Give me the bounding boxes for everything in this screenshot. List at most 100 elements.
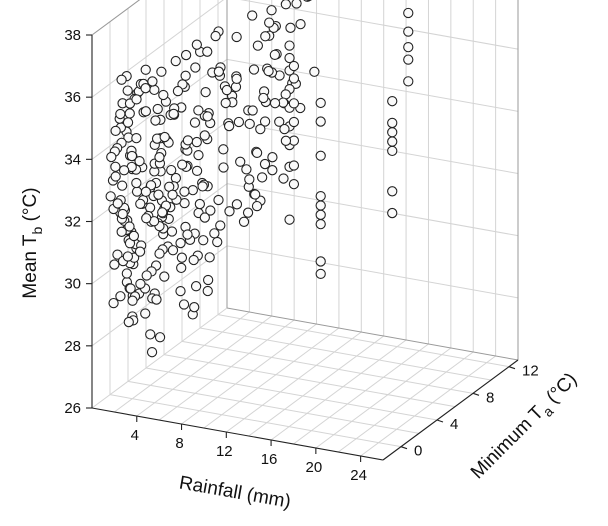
floor-grid-line <box>217 314 510 368</box>
data-point <box>191 136 202 148</box>
x-axis-label: Rainfall (mm) <box>178 472 293 512</box>
data-point <box>128 230 140 242</box>
data-point <box>125 283 136 294</box>
floor-grid-line <box>181 340 474 394</box>
data-point <box>176 262 187 274</box>
data-point <box>213 194 224 206</box>
data-point <box>209 228 220 239</box>
data-point <box>150 115 161 126</box>
data-point <box>140 106 152 117</box>
data-point <box>200 87 211 98</box>
data-point <box>315 191 326 202</box>
data-point <box>110 161 121 172</box>
data-point <box>280 0 292 10</box>
x-axis-line <box>91 407 384 461</box>
data-point <box>112 249 123 260</box>
data-point <box>166 164 177 176</box>
data-point <box>127 295 138 306</box>
floor-grid-line <box>337 351 474 453</box>
data-point <box>202 46 213 57</box>
data-point <box>241 164 252 175</box>
data-point <box>309 66 320 77</box>
data-point <box>123 316 134 328</box>
data-point <box>387 127 398 138</box>
data-point <box>255 123 266 135</box>
data-point <box>220 97 231 109</box>
floor-grid-line <box>158 319 295 421</box>
data-point <box>106 151 117 163</box>
data-point <box>154 332 166 343</box>
frame-edge <box>226 307 519 361</box>
data-point <box>259 158 271 170</box>
data-point <box>126 150 138 162</box>
data-point <box>279 123 290 135</box>
data-point <box>198 235 209 246</box>
data-point <box>291 0 302 9</box>
data-point <box>176 252 188 263</box>
data-point <box>178 299 190 310</box>
data-point <box>387 136 398 147</box>
back-wall-grid-line <box>240 0 519 50</box>
data-point <box>244 174 255 185</box>
data-point <box>285 22 296 33</box>
data-point <box>315 256 326 267</box>
data-point <box>295 18 306 30</box>
data-point <box>140 83 151 94</box>
data-point <box>315 200 326 211</box>
data-point <box>112 198 123 209</box>
data-point <box>403 7 414 19</box>
data-point <box>109 259 120 270</box>
data-point <box>213 66 224 77</box>
data-point <box>387 145 398 157</box>
data-point <box>156 66 167 77</box>
data-point <box>252 40 264 51</box>
data-point <box>258 92 269 104</box>
y-axis-tick <box>508 366 516 370</box>
data-point <box>115 291 126 302</box>
y-axis-tick <box>436 419 444 423</box>
data-point <box>105 191 116 202</box>
data-point <box>187 185 199 196</box>
data-point <box>159 271 170 282</box>
z-tick-label: 34 <box>64 151 81 168</box>
floor-grid-line <box>136 315 273 417</box>
data-point <box>387 207 398 219</box>
x-tick-label: 12 <box>216 443 233 460</box>
data-point <box>170 55 181 67</box>
data-point <box>244 118 255 130</box>
y-axis-tick <box>400 446 408 450</box>
data-point <box>194 198 206 210</box>
data-point <box>146 347 158 358</box>
data-point <box>157 207 168 218</box>
data-point <box>154 152 165 163</box>
data-point <box>288 179 300 190</box>
floor-grid-line <box>109 394 402 448</box>
data-point <box>124 221 135 232</box>
data-point <box>387 186 398 197</box>
data-point <box>115 108 126 120</box>
x-tick-label: 4 <box>131 427 139 444</box>
data-point <box>153 189 164 200</box>
data-point <box>158 89 169 101</box>
data-point <box>218 162 229 173</box>
data-point <box>147 76 158 87</box>
data-point <box>116 74 127 85</box>
x-tick-label: 20 <box>306 459 323 476</box>
data-point <box>110 171 121 182</box>
data-point <box>280 135 292 146</box>
data-point <box>167 245 179 256</box>
plot-walls <box>91 0 519 461</box>
floor-grid-line <box>226 331 362 433</box>
data-point <box>172 85 184 97</box>
data-point <box>264 17 275 28</box>
data-point <box>274 116 285 127</box>
data-point <box>315 209 326 220</box>
data-point <box>403 42 414 53</box>
data-point <box>204 252 215 263</box>
data-point <box>166 226 178 237</box>
data-point <box>387 117 398 129</box>
z-axis-label: Mean Tb (°C) <box>20 187 45 298</box>
floor-grid-line <box>270 339 407 441</box>
data-point <box>251 147 263 159</box>
